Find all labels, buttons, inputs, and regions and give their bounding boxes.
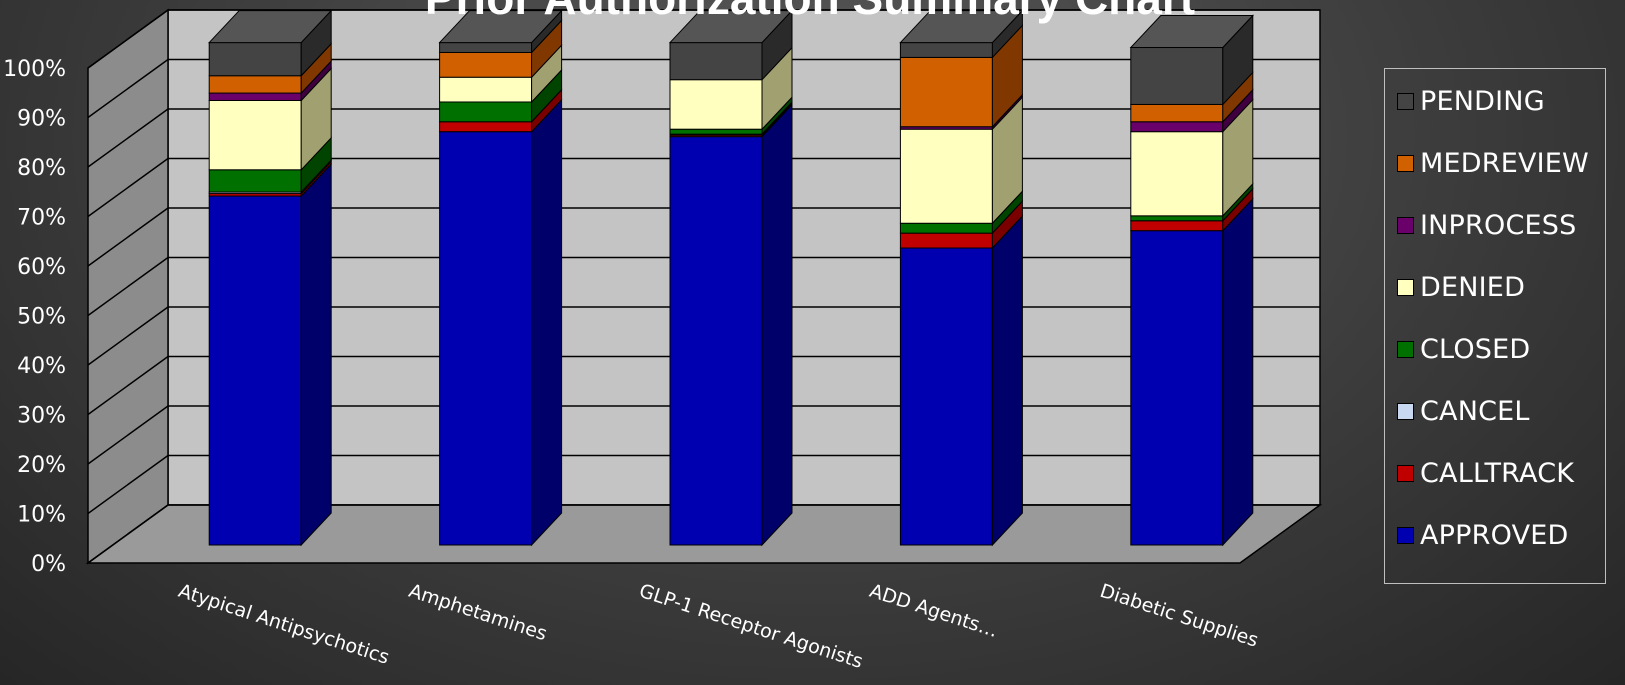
legend-swatch [1397, 216, 1414, 234]
bar-segment-side [991, 214, 1023, 547]
bar-segment [208, 92, 302, 101]
legend-label: CANCEL [1420, 395, 1530, 427]
bar-segment [1130, 121, 1224, 133]
bar-top [208, 10, 333, 44]
bar-top [899, 10, 1024, 44]
bar-segment [899, 128, 993, 224]
bar-segment [1130, 131, 1224, 217]
bar-segment [899, 42, 993, 58]
legend-label: APPROVED [1420, 519, 1569, 551]
bar-segment [208, 75, 302, 94]
y-tick-label: 30% [17, 404, 66, 429]
x-category-label: Atypical Antipsychotics [176, 580, 392, 669]
bar-segment [669, 79, 763, 130]
bar-segment [1130, 215, 1224, 222]
x-axis-labels: Atypical Antipsychotics Amphetamines GLP-1… [176, 580, 1261, 673]
y-tick-label: 0% [31, 552, 66, 577]
legend-item: CALLTRACK [1397, 453, 1574, 493]
bar-segment [1130, 47, 1224, 105]
legend-swatch [1397, 402, 1414, 420]
legend-swatch [1397, 340, 1414, 358]
bar-segment-side [761, 103, 793, 547]
bar-segment-side [300, 162, 332, 547]
y-tick-label: 40% [17, 354, 66, 379]
x-category-label: Amphetamines [406, 580, 550, 645]
legend-item: APPROVED [1397, 515, 1569, 555]
bar-segment [439, 131, 533, 546]
bar-segment [899, 232, 993, 249]
y-tick-label: 50% [17, 305, 66, 330]
y-tick-label: 90% [17, 107, 66, 132]
bar-segment [439, 51, 533, 78]
legend-item: DENIED [1397, 267, 1525, 307]
legend-item: INPROCESS [1397, 205, 1576, 245]
bar-segment [208, 42, 302, 77]
legend-item: CANCEL [1397, 391, 1530, 431]
bar-segment [899, 247, 993, 546]
legend-swatch [1397, 464, 1414, 482]
bar-segment [669, 42, 763, 81]
bar-segment [1130, 103, 1224, 123]
bar-top [1129, 15, 1254, 49]
bar-segment [899, 56, 993, 128]
x-category-label: ADD Agents… [867, 580, 1001, 642]
bar-top [668, 10, 794, 44]
legend-item: PENDING [1397, 81, 1545, 121]
bar-stack [208, 9, 333, 547]
bar-stack [899, 9, 1024, 547]
bar-segment [899, 222, 993, 234]
bar-segment [1130, 230, 1224, 546]
bar-segment [208, 195, 302, 546]
bar-stack [438, 9, 563, 547]
legend-label: DENIED [1420, 271, 1526, 303]
legend-label: CLOSED [1420, 333, 1531, 365]
bar-segment [439, 121, 533, 133]
gridline [87, 9, 1320, 69]
bar-stack [668, 9, 794, 547]
bar-segment-side [1222, 197, 1254, 547]
bar-segment [439, 42, 533, 53]
y-tick-label: 20% [17, 453, 66, 478]
bar-segment [1130, 220, 1224, 232]
x-category-label: GLP-1 Receptor Agonists [636, 580, 865, 673]
bar-segment [208, 169, 302, 193]
legend-label: MEDREVIEW [1420, 147, 1589, 179]
bar-segment-side [531, 98, 563, 547]
bar-segment [669, 128, 763, 135]
y-tick-label: 70% [17, 206, 66, 231]
legend-label: INPROCESS [1420, 209, 1577, 241]
bar-top [438, 10, 563, 44]
chart-legend: PENDING MEDREVIEW INPROCESS DENIED CLOSED CAN… [1384, 68, 1606, 584]
bar-segment [208, 99, 302, 171]
y-axis-ticks: 0% 10% 20% 30% 40% 50% 60% 70% 80% 90% 100% [3, 57, 66, 577]
y-tick-label: 100% [3, 57, 66, 82]
bar-segment [439, 76, 533, 103]
chart-title: Prior Authorization Summary Chart [425, 0, 1195, 24]
bar-segment [669, 136, 763, 546]
legend-label: PENDING [1420, 85, 1545, 117]
legend-swatch [1397, 154, 1414, 172]
chart-bars [208, 9, 1254, 547]
bar-stack [1129, 14, 1254, 547]
legend-item: CLOSED [1397, 329, 1530, 369]
legend-swatch [1397, 526, 1414, 544]
bar-segment [439, 101, 533, 123]
legend-item: MEDREVIEW [1397, 143, 1589, 183]
legend-swatch [1397, 92, 1414, 110]
y-tick-label: 10% [17, 503, 66, 528]
legend-label: CALLTRACK [1420, 457, 1575, 489]
legend-swatch [1397, 278, 1414, 296]
x-category-label: Diabetic Supplies [1097, 580, 1261, 652]
y-tick-label: 80% [17, 156, 66, 181]
y-tick-label: 60% [17, 255, 66, 280]
